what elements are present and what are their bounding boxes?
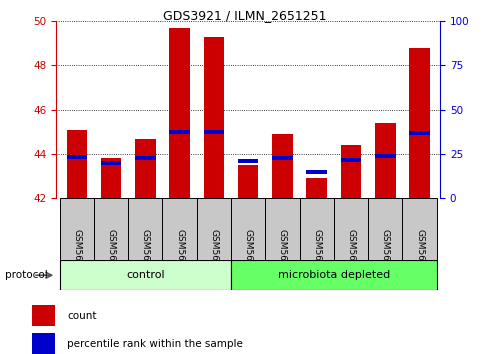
Bar bbox=[101, 161, 121, 165]
Bar bbox=[402, 198, 436, 260]
Bar bbox=[60, 198, 94, 260]
Bar bbox=[340, 158, 361, 162]
Text: GSM561888: GSM561888 bbox=[243, 229, 252, 284]
Text: percentile rank within the sample: percentile rank within the sample bbox=[67, 339, 243, 349]
Bar bbox=[32, 305, 55, 326]
Bar bbox=[265, 198, 299, 260]
Text: GDS3921 / ILMN_2651251: GDS3921 / ILMN_2651251 bbox=[163, 9, 325, 22]
Bar bbox=[135, 156, 155, 160]
Bar bbox=[101, 159, 121, 198]
Bar bbox=[306, 170, 326, 174]
Bar bbox=[272, 156, 292, 160]
Bar bbox=[230, 198, 265, 260]
Bar bbox=[203, 37, 224, 198]
Bar bbox=[230, 260, 436, 290]
Bar bbox=[237, 165, 258, 198]
Bar bbox=[203, 130, 224, 134]
Text: GSM561887: GSM561887 bbox=[209, 229, 218, 284]
Bar bbox=[196, 198, 230, 260]
Bar bbox=[237, 159, 258, 163]
Text: microbiota depleted: microbiota depleted bbox=[277, 270, 389, 280]
Text: GSM561884: GSM561884 bbox=[106, 229, 115, 284]
Bar bbox=[374, 123, 395, 198]
Bar bbox=[169, 130, 189, 134]
Bar bbox=[66, 155, 87, 159]
Bar bbox=[169, 28, 189, 198]
Bar bbox=[66, 130, 87, 198]
Bar bbox=[340, 145, 361, 198]
Bar bbox=[299, 198, 333, 260]
Text: GSM561883: GSM561883 bbox=[72, 229, 81, 284]
Bar bbox=[408, 131, 429, 135]
Bar bbox=[272, 134, 292, 198]
Text: GSM561891: GSM561891 bbox=[346, 229, 355, 284]
Text: control: control bbox=[126, 270, 164, 280]
Text: GSM561885: GSM561885 bbox=[141, 229, 149, 284]
Text: GSM561889: GSM561889 bbox=[277, 229, 286, 284]
Text: GSM561892: GSM561892 bbox=[380, 229, 389, 284]
Bar bbox=[60, 260, 230, 290]
Bar bbox=[135, 138, 155, 198]
Bar bbox=[333, 198, 367, 260]
Bar bbox=[162, 198, 196, 260]
Bar bbox=[128, 198, 162, 260]
Bar bbox=[408, 48, 429, 198]
Text: GSM561893: GSM561893 bbox=[414, 229, 423, 284]
Bar bbox=[367, 198, 402, 260]
Text: GSM561890: GSM561890 bbox=[311, 229, 321, 284]
Bar bbox=[374, 154, 395, 158]
Text: protocol: protocol bbox=[5, 270, 47, 280]
Text: count: count bbox=[67, 310, 96, 321]
Text: GSM561886: GSM561886 bbox=[175, 229, 184, 284]
Bar bbox=[94, 198, 128, 260]
Bar bbox=[306, 178, 326, 198]
Bar bbox=[32, 333, 55, 354]
